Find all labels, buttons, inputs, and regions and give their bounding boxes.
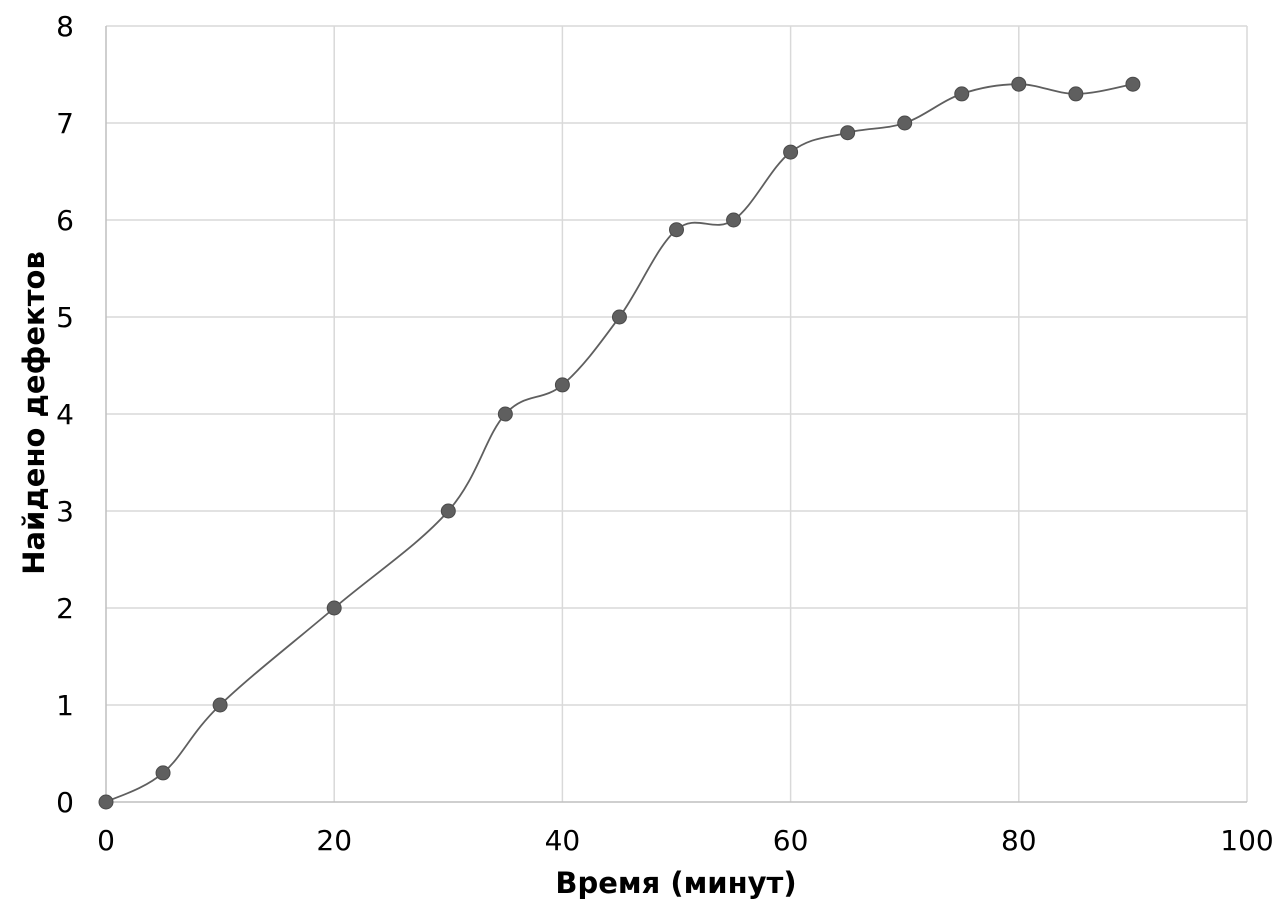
data-point <box>611 309 627 325</box>
data-point <box>155 765 171 781</box>
x-tick-label: 60 <box>773 824 809 857</box>
x-tick-label: 0 <box>97 824 115 857</box>
y-tick-label: 7 <box>56 107 74 140</box>
y-tick-label: 0 <box>56 786 74 819</box>
x-tick-label: 20 <box>316 824 352 857</box>
data-point <box>554 377 570 393</box>
data-point <box>497 406 513 422</box>
y-axis-title: Найдено дефектов <box>17 251 51 575</box>
x-tick-label: 40 <box>545 824 581 857</box>
data-point <box>98 794 114 810</box>
grid <box>105 25 1248 803</box>
y-tick-label: 4 <box>56 398 74 431</box>
y-tick-label: 5 <box>56 301 74 334</box>
y-tick-label: 6 <box>56 204 74 237</box>
y-tick-label: 2 <box>56 592 74 625</box>
data-point <box>440 503 456 519</box>
data-point <box>669 222 684 238</box>
data-point <box>326 600 342 616</box>
data-point <box>726 212 742 228</box>
y-tick-label: 3 <box>56 495 74 528</box>
data-point <box>840 125 856 141</box>
data-point <box>783 144 799 160</box>
x-tick-label: 100 <box>1220 824 1273 857</box>
data-point <box>1125 76 1141 92</box>
data-points <box>98 76 1141 810</box>
data-point <box>1011 76 1027 92</box>
data-point <box>954 86 970 102</box>
series-line <box>105 83 1134 803</box>
y-tick-label: 1 <box>56 689 74 722</box>
data-point <box>897 115 913 131</box>
data-point <box>212 697 228 713</box>
x-tick-label: 80 <box>1001 824 1037 857</box>
x-axis-title: Время (минут) <box>555 866 796 900</box>
data-point <box>1068 86 1084 102</box>
y-tick-label: 8 <box>56 10 74 43</box>
